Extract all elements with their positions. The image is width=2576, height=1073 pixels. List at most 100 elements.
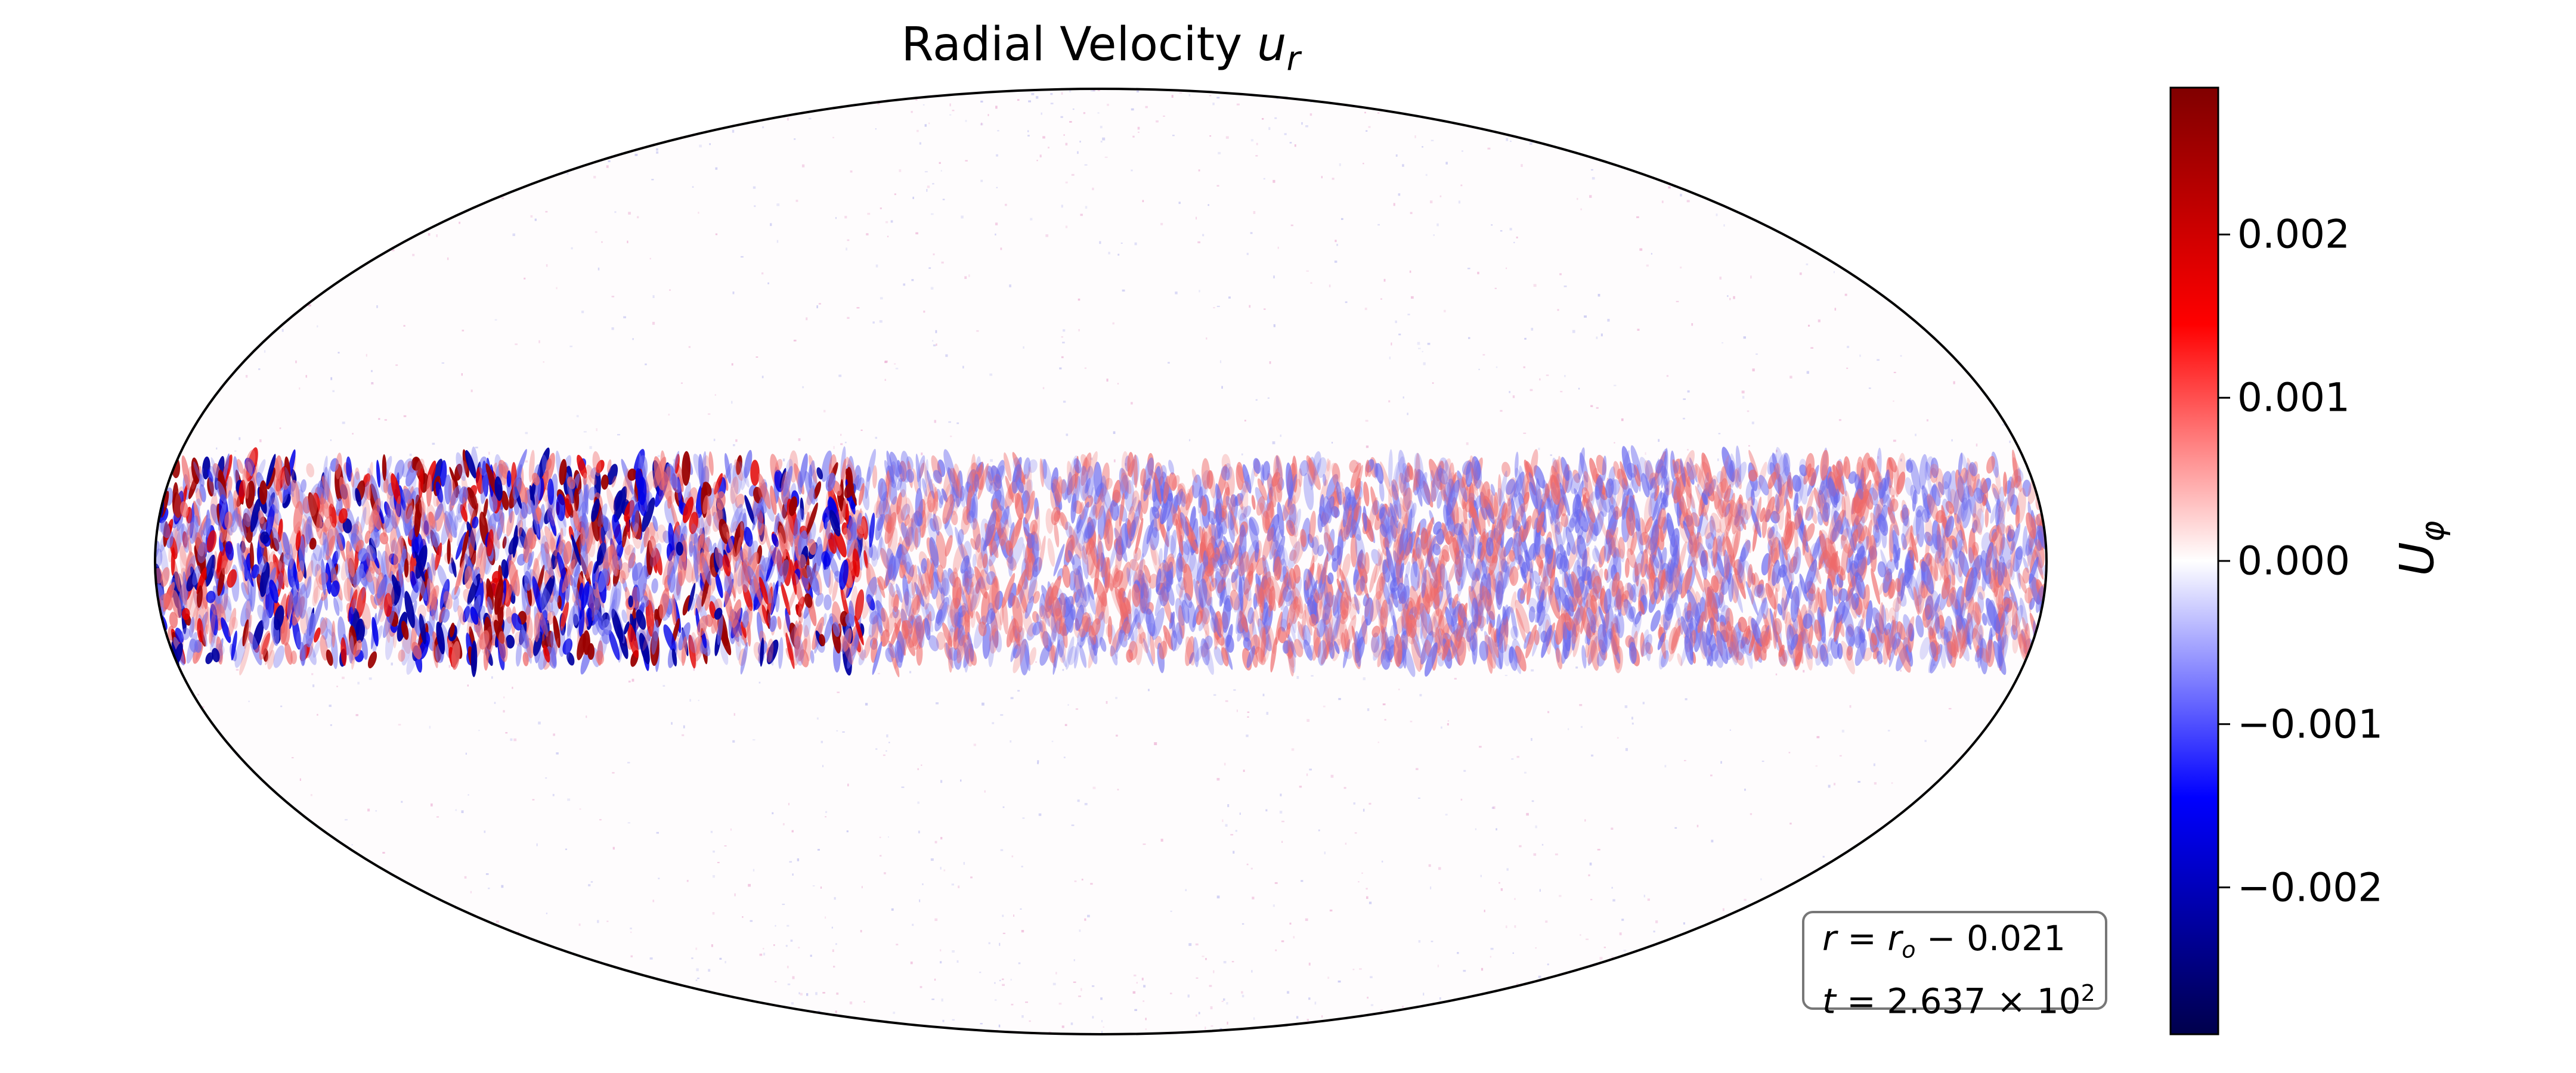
- speckle: [1744, 898, 1747, 901]
- speckle: [1523, 432, 1527, 434]
- speckle: [1447, 720, 1450, 722]
- speckle: [234, 450, 237, 452]
- speckle: [371, 370, 373, 373]
- speckle: [1680, 266, 1682, 269]
- speckle: [1646, 264, 1649, 267]
- speckle: [1414, 135, 1416, 138]
- speckle: [1877, 359, 1880, 361]
- speckle: [593, 175, 596, 179]
- speckle: [1027, 135, 1030, 137]
- speckle: [999, 979, 1001, 981]
- speckle: [1799, 272, 1802, 275]
- speckle: [1410, 721, 1413, 722]
- speckle: [384, 419, 387, 421]
- speckle: [1253, 211, 1256, 214]
- speckle: [1221, 386, 1223, 389]
- speckle: [915, 99, 918, 101]
- speckle: [787, 966, 789, 969]
- speckle: [1345, 842, 1347, 845]
- speckle: [919, 899, 921, 903]
- speckle: [1196, 977, 1199, 979]
- speckle: [936, 702, 939, 705]
- speckle: [1236, 709, 1238, 712]
- speckle: [719, 957, 722, 960]
- speckle: [1058, 1003, 1062, 1005]
- speckle: [1428, 864, 1431, 867]
- speckle: [1272, 179, 1275, 183]
- speckle: [1339, 163, 1341, 166]
- speckle: [513, 738, 517, 742]
- speckle: [1027, 130, 1029, 132]
- speckle: [1418, 348, 1421, 349]
- speckle: [1631, 722, 1634, 725]
- speckle: [578, 923, 581, 926]
- speckle: [391, 249, 395, 252]
- speckle: [612, 772, 615, 774]
- speckle: [295, 360, 297, 364]
- speckle: [927, 185, 930, 188]
- speckle: [715, 233, 718, 235]
- speckle: [1557, 309, 1559, 311]
- speckle: [1719, 277, 1722, 280]
- speckle: [1541, 843, 1544, 846]
- speckle: [1101, 1031, 1103, 1034]
- speckle: [891, 908, 894, 911]
- speckle: [1636, 216, 1639, 218]
- speckle: [1241, 994, 1244, 998]
- speckle: [800, 993, 803, 996]
- speckle: [707, 413, 711, 415]
- speckle: [836, 730, 838, 732]
- speckle: [1195, 943, 1199, 945]
- speckle: [1332, 442, 1333, 444]
- speckle: [409, 454, 412, 456]
- speckle: [1377, 224, 1380, 226]
- velocity-cell: [1269, 525, 1280, 560]
- speckle: [1228, 296, 1231, 299]
- speckle: [822, 992, 825, 994]
- speckle: [887, 235, 889, 238]
- speckle: [330, 724, 332, 726]
- speckle: [378, 418, 380, 420]
- speckle: [1444, 309, 1446, 312]
- speckle: [1291, 748, 1295, 751]
- speckle: [1048, 147, 1049, 148]
- speckle: [1683, 922, 1685, 925]
- speckle: [899, 169, 902, 172]
- speckle: [753, 739, 756, 741]
- speckle: [742, 916, 744, 918]
- speckle: [1596, 336, 1598, 339]
- speckle: [773, 944, 775, 946]
- speckle: [1523, 366, 1525, 368]
- speckle: [1828, 784, 1831, 788]
- speckle: [1776, 449, 1778, 452]
- speckle: [999, 942, 1001, 946]
- speckle: [1760, 878, 1762, 880]
- speckle: [1710, 774, 1713, 777]
- velocity-cell: [1181, 541, 1190, 556]
- speckle: [1213, 307, 1215, 309]
- speckle: [308, 304, 311, 306]
- speckle: [708, 969, 711, 972]
- speckle: [923, 311, 925, 313]
- speckle: [1265, 809, 1268, 812]
- speckle: [1137, 126, 1140, 130]
- speckle: [599, 819, 602, 821]
- speckle: [1037, 762, 1039, 764]
- speckle: [1353, 802, 1355, 805]
- speckle: [1247, 711, 1250, 713]
- speckle: [1065, 181, 1068, 184]
- speckle: [1206, 337, 1208, 340]
- speckle: [1460, 184, 1463, 187]
- speckle: [628, 212, 631, 215]
- speckle: [1417, 342, 1420, 345]
- speckle: [1733, 296, 1735, 299]
- speckle: [1255, 155, 1258, 157]
- speckle: [1651, 253, 1652, 255]
- speckle: [1132, 991, 1136, 994]
- speckle: [1611, 886, 1613, 889]
- speckle: [436, 816, 439, 818]
- speckle: [1002, 984, 1005, 986]
- speckle: [1268, 127, 1271, 130]
- speckle: [696, 968, 699, 972]
- speckle: [595, 231, 597, 233]
